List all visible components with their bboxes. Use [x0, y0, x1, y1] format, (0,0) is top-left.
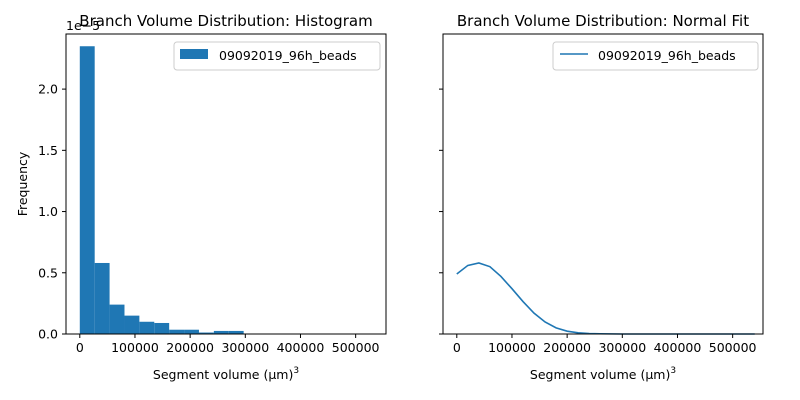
- x-tick-label: 400000: [277, 340, 325, 355]
- normal-fit-x-ticks: 0 100000 200000 300000 400000 500000: [453, 334, 757, 355]
- x-tick-label: 100000: [111, 340, 159, 355]
- legend-label: 09092019_96h_beads: [219, 48, 357, 63]
- normal-fit-panel: Branch Volume Distribution: Normal Fit 0…: [439, 12, 764, 382]
- histogram-legend: 09092019_96h_beads: [173, 41, 381, 71]
- legend-swatch: [180, 49, 208, 59]
- y-tick-label: 1.5: [38, 143, 58, 158]
- histogram-bar: [109, 304, 125, 334]
- x-tick-label: 0: [453, 340, 461, 355]
- histogram-bar: [79, 46, 95, 334]
- histogram-y-axis-label: Frequency: [15, 151, 30, 216]
- histogram-panel: Branch Volume Distribution: Histogram 1e…: [15, 12, 387, 382]
- histogram-bar: [184, 329, 199, 334]
- normal-fit-curve: [456, 262, 755, 335]
- y-tick-label: 2.0: [38, 82, 58, 97]
- normal-fit-axes-frame: [442, 33, 764, 335]
- normal-fit-title: Branch Volume Distribution: Normal Fit: [457, 12, 749, 30]
- histogram-bar: [139, 321, 155, 334]
- legend-label: 09092019_96h_beads: [598, 48, 736, 63]
- histogram-bar: [213, 330, 229, 334]
- histogram-y-ticks: 0.0 0.5 1.0 1.5 2.0: [38, 82, 66, 342]
- histogram-axes-frame: [65, 33, 387, 335]
- y-tick-label: 1.0: [38, 204, 58, 219]
- x-tick-label: 200000: [543, 340, 591, 355]
- x-tick-label: 500000: [332, 340, 380, 355]
- x-tick-label: 0: [76, 340, 84, 355]
- x-tick-label: 100000: [488, 340, 536, 355]
- x-tick-label: 200000: [166, 340, 214, 355]
- y-tick-label: 0.0: [38, 327, 58, 342]
- legend-box: [173, 41, 381, 71]
- x-tick-label: 300000: [221, 340, 269, 355]
- histogram-bar: [154, 322, 170, 334]
- normal-fit-y-ticks: [439, 88, 443, 335]
- histogram-bar: [169, 329, 185, 334]
- x-tick-label: 400000: [654, 340, 702, 355]
- histogram-bar: [94, 262, 110, 334]
- histogram-bar: [228, 330, 244, 334]
- histogram-bar: [198, 332, 214, 334]
- histogram-x-ticks: 0 100000 200000 300000 400000 500000: [76, 334, 380, 355]
- x-tick-label: 500000: [709, 340, 757, 355]
- x-tick-label: 300000: [598, 340, 646, 355]
- histogram-x-axis-label: Segment volume (μm)3: [153, 366, 299, 382]
- y-tick-label: 0.5: [38, 265, 58, 280]
- y-scale-note: 1e−5: [66, 18, 100, 33]
- histogram-bar: [124, 315, 140, 334]
- histogram-title: Branch Volume Distribution: Histogram: [79, 12, 372, 30]
- normal-fit-x-axis-label: Segment volume (μm)3: [530, 366, 676, 382]
- legend-box: [552, 41, 759, 71]
- normal-fit-legend: 09092019_96h_beads: [552, 41, 759, 71]
- histogram-bars: [79, 46, 378, 335]
